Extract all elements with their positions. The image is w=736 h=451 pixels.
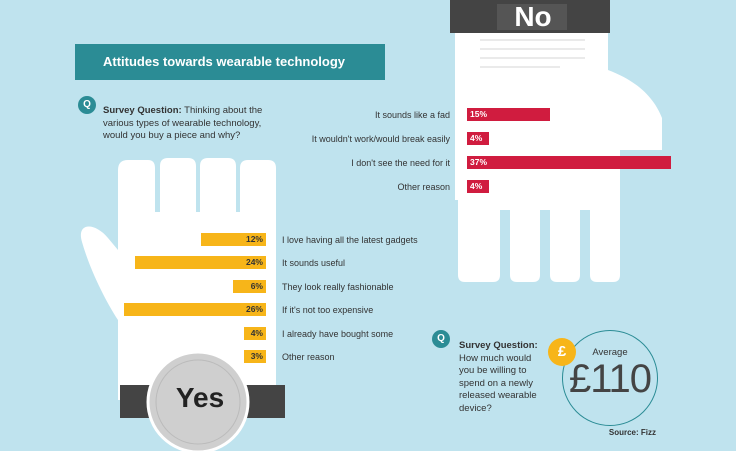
question-icon: Q: [78, 96, 96, 114]
yes-reason-label-it-sounds-useful: It sounds useful: [282, 258, 346, 268]
no-label: No: [514, 1, 552, 32]
no-bar-it-sounds-like-a-fad: 15%: [467, 108, 550, 121]
no-reason-label-i-don-t-see-the-need-for-it: I don't see the need for it: [351, 158, 450, 168]
page-title: Attitudes towards wearable technology: [75, 44, 385, 80]
yes-bar-i-already-have-bought-some: 4%: [244, 327, 266, 340]
yes-reason-label-if-it-s-not-too-expensive: If it's not too expensive: [282, 305, 374, 315]
yes-bar-if-it-s-not-too-expensive: 26%: [124, 303, 266, 316]
survey-question-2: Survey Question: How much would you be w…: [459, 340, 541, 415]
survey-question-2-text: How much would you be willing to spend o…: [459, 352, 537, 414]
yes-hand: [80, 158, 285, 451]
survey-question-1-heading: Survey Question:: [103, 105, 182, 116]
yes-reason-label-i-already-have-bought-some: I already have bought some: [282, 329, 394, 339]
average-value: £110: [568, 357, 652, 401]
yes-bar-other-reason: 3%: [244, 350, 266, 363]
yes-reason-label-they-look-really-fashionable: They look really fashionable: [282, 282, 394, 292]
question-icon-2: Q: [432, 330, 450, 348]
no-reason-label-other-reason: Other reason: [397, 182, 450, 192]
yes-label: Yes: [175, 382, 225, 413]
average-circle: [562, 330, 658, 426]
survey-question-1-text: Thinking about the various types of wear…: [103, 105, 263, 141]
survey-question-2-heading: Survey Question:: [459, 340, 538, 351]
no-bar-other-reason: 4%: [467, 180, 489, 193]
average-label: Average: [592, 347, 628, 358]
survey-question-1: Survey Question: Thinking about the vari…: [103, 105, 273, 143]
pound-icon: £: [548, 338, 576, 366]
yes-bar-i-love-having-all-the-latest-gadgets: 12%: [200, 233, 266, 246]
source-credit: Source: Fizz: [608, 428, 656, 437]
yes-bar-they-look-really-fashionable: 6%: [233, 280, 266, 293]
no-reason-label-it-wouldn-t-work-would-break-easily: It wouldn't work/would break easily: [311, 134, 450, 144]
yes-reason-label-other-reason: Other reason: [282, 352, 335, 362]
yes-reason-label-i-love-having-all-the-latest-gadgets: I love having all the latest gadgets: [282, 235, 418, 245]
yes-bar-it-sounds-useful: 24%: [135, 256, 266, 269]
no-bar-it-wouldn-t-work-would-break-easily: 4%: [467, 132, 489, 145]
no-reason-label-it-sounds-like-a-fad: It sounds like a fad: [374, 110, 450, 120]
no-bar-i-don-t-see-the-need-for-it: 37%: [467, 156, 671, 169]
